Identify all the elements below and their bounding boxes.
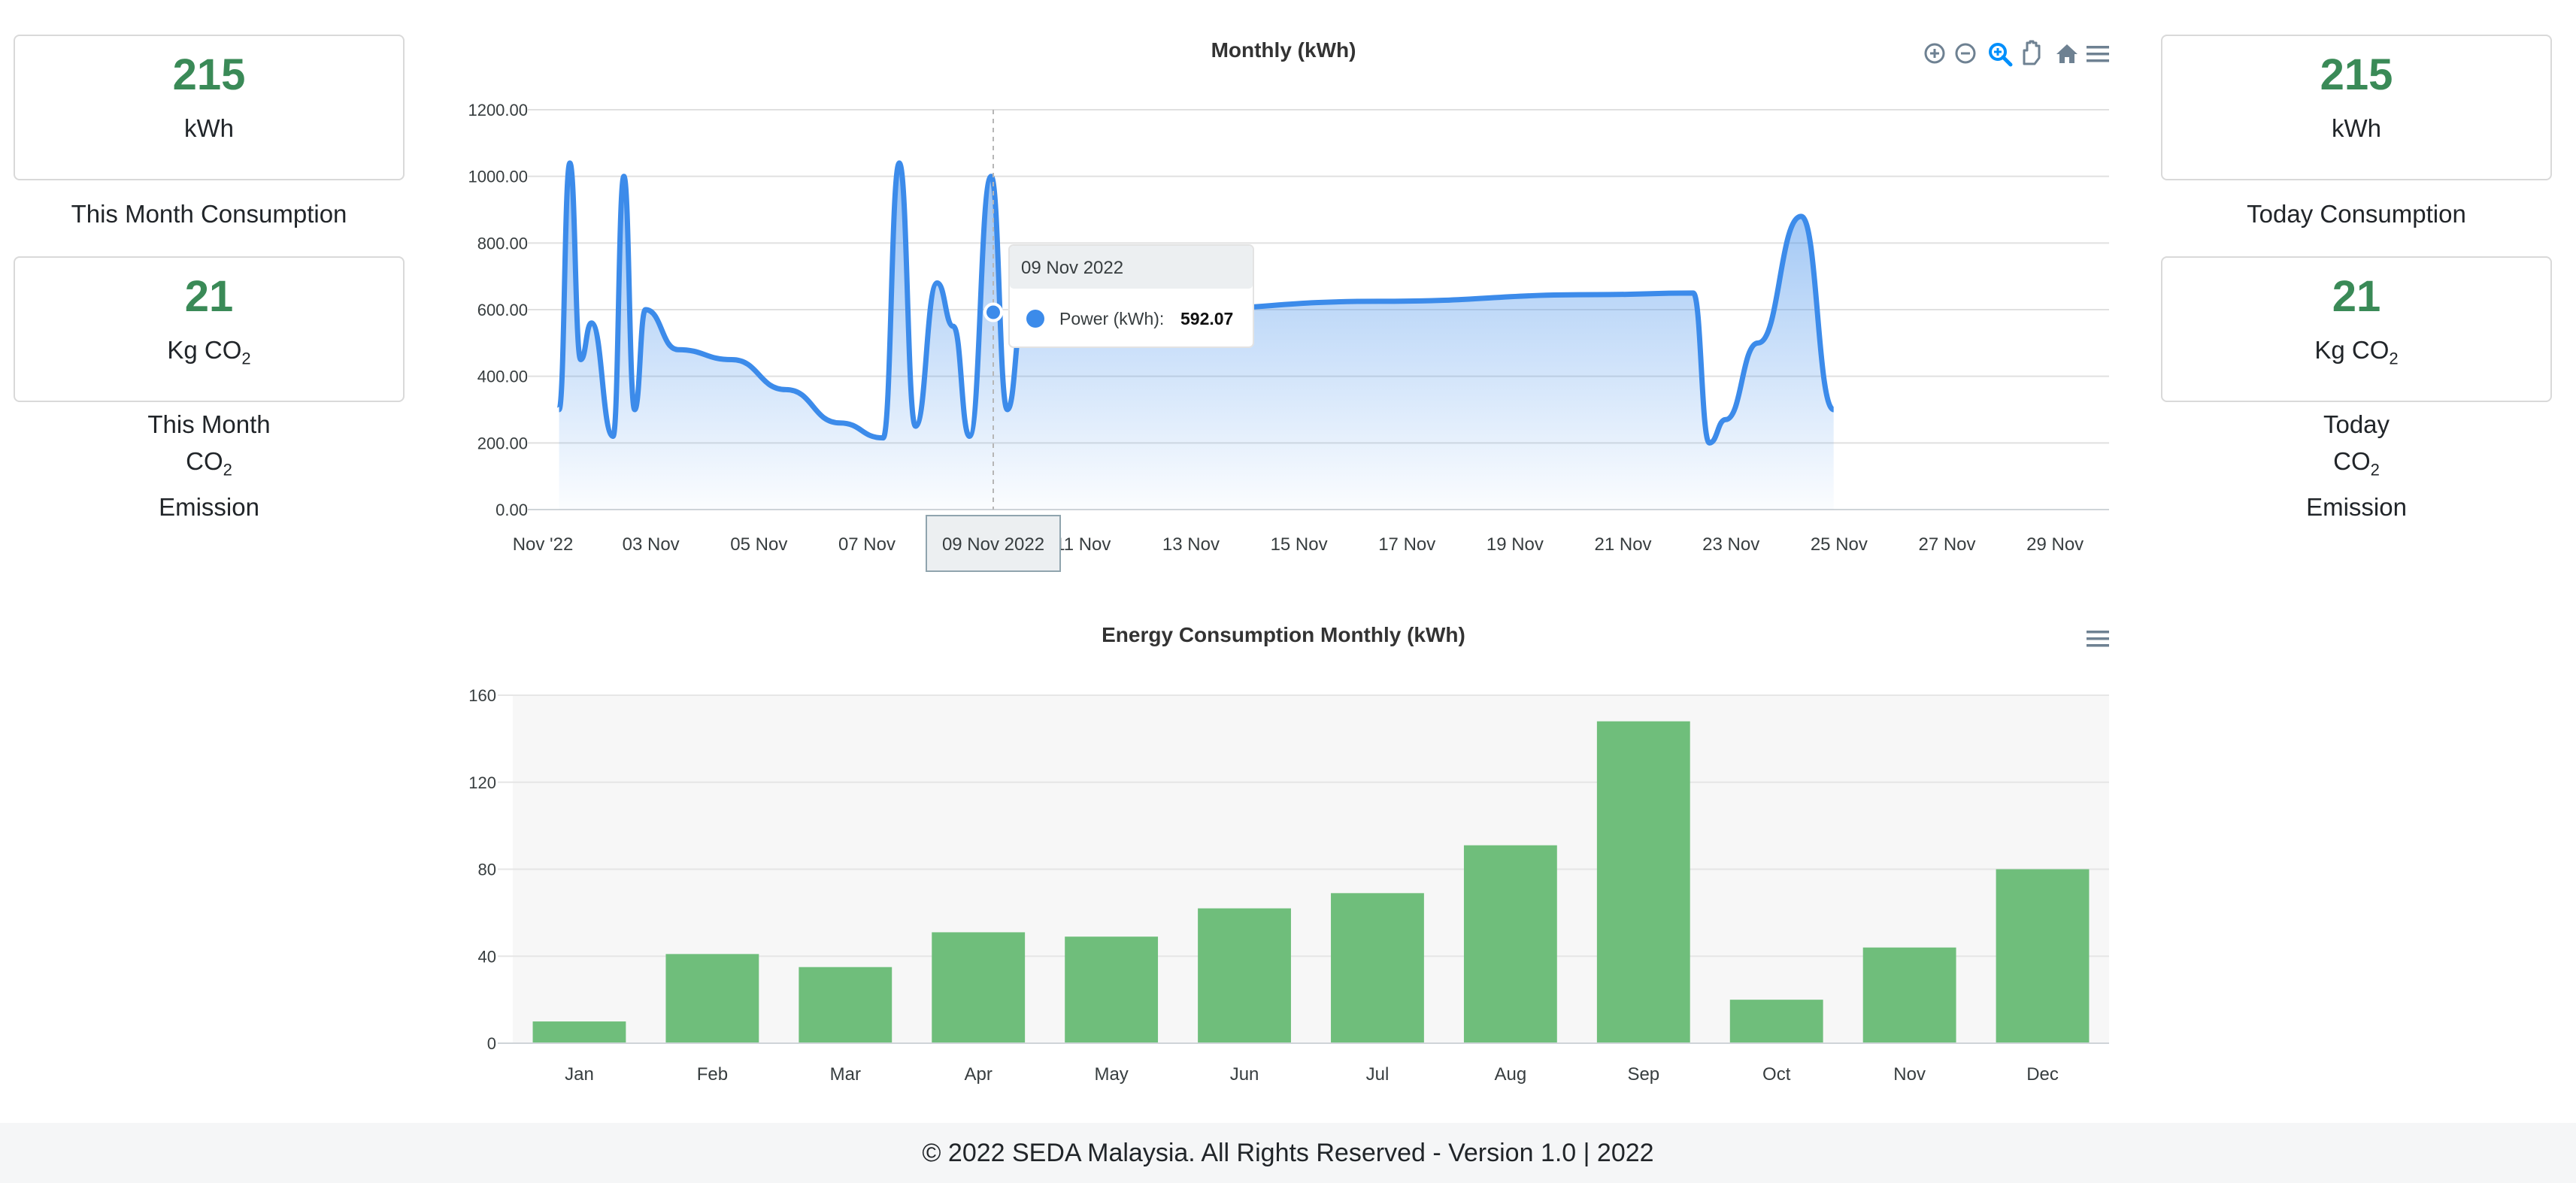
month-emission-card: 21 Kg CO2 [14, 256, 405, 402]
today-emission-unit: Kg CO2 [2314, 336, 2399, 368]
x-tick-label: 27 Nov [1918, 534, 1975, 555]
y-tick-label: 0 [487, 1034, 496, 1053]
area-chart-series-line [556, 160, 1835, 446]
today-consumption-label: Today Consumption [2247, 200, 2466, 228]
month-emission-unit: Kg CO2 [167, 336, 251, 368]
y-tick-label: 600.00 [477, 301, 528, 319]
grid-band [513, 695, 2109, 782]
menu-icon[interactable] [2087, 46, 2109, 62]
x-tick-label: Apr [965, 1064, 993, 1085]
y-tick-label: 400.00 [477, 368, 528, 386]
area-chart-y-axis: 0.00 200.00 400.00 600.00 800.00 1000.00 1200.… [468, 101, 528, 519]
x-tick-label: Feb [697, 1064, 728, 1085]
monthly-power-area-chart[interactable]: Monthly (kWh) 0.00 200.00 400.00 600.00 800.… [421, 15, 2128, 586]
bar-oct [1729, 1000, 1823, 1043]
x-tick-label: 19 Nov [1487, 534, 1544, 555]
x-tick-label: 17 Nov [1378, 534, 1435, 555]
bar-jun [1198, 908, 1291, 1043]
area-chart-title: Monthly (kWh) [1211, 38, 1356, 62]
x-tick-label: Mar [830, 1064, 861, 1085]
tooltip-series-label: Power (kWh): [1059, 309, 1164, 328]
pan-hand-icon[interactable] [2023, 40, 2041, 65]
monthly-energy-bar-chart: Energy Consumption Monthly (kWh) 0 40 80 12… [468, 623, 2109, 1085]
today-consumption-unit: kWh [2332, 114, 2381, 142]
bar-chart-x-axis: Jan Feb Mar Apr May Jun Jul Aug Sep Oct Nov Dec [498, 1042, 2109, 1085]
month-emission-label: This Month CO2 Emission [147, 410, 271, 521]
month-consumption-value: 215 [172, 50, 246, 99]
svg-text:09 Nov 2022: 09 Nov 2022 [942, 534, 1044, 555]
y-tick-label: 120 [468, 773, 496, 792]
x-tick-label: 25 Nov [1811, 534, 1868, 555]
x-tick-label: 13 Nov [1162, 534, 1220, 555]
bar-may [1065, 936, 1159, 1043]
grid-band [513, 869, 2109, 957]
bar-jan [532, 1021, 626, 1043]
footer: © 2022 SEDA Malaysia. All Rights Reserve… [0, 1123, 2576, 1183]
chart-tooltip: 09 Nov 2022 Power (kWh): 592.07 [1008, 244, 1254, 348]
x-tick-label: 15 Nov [1271, 534, 1328, 555]
tooltip-value: 592.07 [1180, 309, 1233, 328]
x-tick-label: 23 Nov [1702, 534, 1759, 555]
x-tick-label: 05 Nov [730, 534, 787, 555]
bar-feb [665, 954, 759, 1043]
x-tick-label: Oct [1762, 1064, 1791, 1085]
y-tick-label: 40 [478, 947, 496, 966]
x-tick-label: Nov '22 [513, 534, 574, 555]
month-consumption-unit: kWh [184, 114, 234, 142]
x-tick-label: May [1094, 1064, 1128, 1085]
tooltip-series-dot [1026, 310, 1044, 328]
bar-chart-grid [498, 694, 2109, 1044]
x-tick-label: 21 Nov [1595, 534, 1652, 555]
month-emission-value: 21 [184, 272, 234, 321]
zoom-out-icon[interactable] [1955, 43, 1976, 64]
bar-dec [1996, 869, 2090, 1043]
x-tick-label: 03 Nov [623, 534, 680, 555]
chart-toolbar [1924, 40, 2109, 67]
area-chart-x-axis: Nov '22 03 Nov 05 Nov 07 Nov 11 Nov 13 Nov 15 … [513, 509, 2109, 555]
month-consumption-card: 215 kWh [14, 35, 405, 180]
month-consumption-label: This Month Consumption [71, 200, 347, 228]
bar-aug [1463, 845, 1557, 1043]
bar-jul [1331, 893, 1424, 1043]
x-tick-label: 11 Nov [1055, 534, 1111, 555]
y-tick-label: 1200.00 [468, 101, 528, 120]
x-tick-label: Nov [1893, 1064, 1926, 1085]
zoom-in-icon[interactable] [1924, 43, 1945, 64]
today-emission-label: Today CO2 Emission [2306, 410, 2407, 521]
x-tick-label: Jun [1230, 1064, 1259, 1085]
bar-chart-y-axis: 0 40 80 120 160 [468, 686, 496, 1053]
today-consumption-card: 215 kWh [2161, 35, 2552, 180]
bar-sep [1596, 721, 1690, 1043]
y-tick-label: 1000.00 [468, 168, 528, 186]
today-consumption-value: 215 [2320, 50, 2393, 99]
y-tick-label: 0.00 [496, 501, 528, 519]
hover-point-marker [983, 302, 1003, 322]
x-tick-label: 07 Nov [838, 534, 896, 555]
x-tick-label: Jul [1366, 1064, 1390, 1085]
y-tick-label: 80 [478, 861, 496, 879]
grid-band [513, 956, 2109, 1043]
today-emission-card: 21 Kg CO2 [2161, 256, 2552, 402]
x-tick-label: Sep [1627, 1064, 1659, 1085]
x-tick-label: Aug [1495, 1064, 1527, 1085]
bar-chart-title: Energy Consumption Monthly (kWh) [1102, 623, 1465, 646]
reset-home-icon[interactable] [2056, 44, 2077, 63]
bar-mar [799, 967, 893, 1043]
zoom-selection-icon[interactable] [1989, 43, 2013, 67]
tooltip-title: 09 Nov 2022 [1021, 258, 1123, 278]
grid-band [513, 782, 2109, 870]
x-tick-label: Dec [2026, 1064, 2059, 1085]
today-emission-value: 21 [2332, 272, 2381, 321]
xaxis-hover-label: 09 Nov 2022 [926, 515, 1061, 572]
x-tick-label: Jan [565, 1064, 594, 1085]
bar-nov [1862, 947, 1956, 1043]
y-tick-label: 160 [468, 686, 496, 705]
x-tick-label: 29 Nov [2026, 534, 2084, 555]
y-tick-label: 800.00 [477, 234, 528, 253]
bar-chart-menu-icon[interactable] [2087, 631, 2109, 647]
y-tick-label: 200.00 [477, 434, 528, 452]
bar-apr [932, 932, 1026, 1043]
bar-chart-bars [532, 721, 2090, 1043]
